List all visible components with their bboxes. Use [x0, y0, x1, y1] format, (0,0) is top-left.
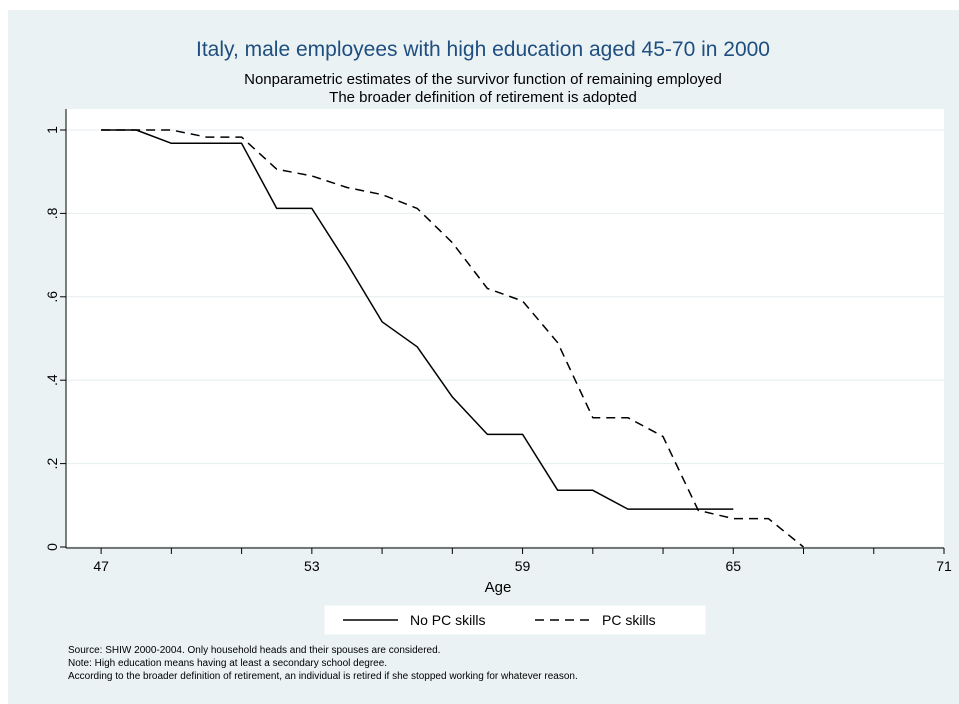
grid	[66, 129, 944, 548]
legend-label-pc-skills: PC skills	[602, 612, 656, 628]
y-tick-label: .4	[44, 374, 60, 386]
x-tick-label: 53	[304, 558, 320, 574]
legend-label-no-pc-skills: No PC skills	[410, 612, 485, 628]
series-line-no-pc-skills	[101, 129, 734, 510]
chart-subtitle-1: Nonparametric estimates of the survivor …	[244, 71, 722, 88]
chart-subtitle-2: The broader definition of retirement is …	[329, 89, 637, 106]
axes: 0 .2 .4 .6 .8 1 47 53 59 65 71	[44, 109, 952, 574]
x-axis-title: Age	[485, 579, 512, 596]
y-tick-label: 1	[44, 126, 60, 134]
x-tick-label: 71	[936, 558, 952, 574]
chart-title: Italy, male employees with high educatio…	[196, 38, 770, 61]
note-source: Source: SHIW 2000-2004. Only household h…	[68, 645, 440, 656]
series	[101, 129, 804, 548]
chart: Italy, male employees with high educatio…	[44, 38, 952, 682]
x-tick-label: 65	[725, 558, 741, 574]
chart-panel: Italy, male employees with high educatio…	[8, 10, 959, 704]
y-tick-label: .2	[44, 458, 60, 470]
note-high-education: Note: High education means having at lea…	[68, 658, 387, 669]
legend: No PC skills PC skills	[324, 605, 706, 635]
y-tick-label: 0	[44, 543, 60, 551]
y-tick-label: .8	[44, 207, 60, 219]
x-tick-label: 47	[93, 558, 109, 574]
y-tick-label: .6	[44, 291, 60, 303]
note-retirement-definition: According to the broader definition of r…	[68, 671, 578, 682]
x-tick-label: 59	[515, 558, 531, 574]
plot-area	[66, 109, 944, 548]
